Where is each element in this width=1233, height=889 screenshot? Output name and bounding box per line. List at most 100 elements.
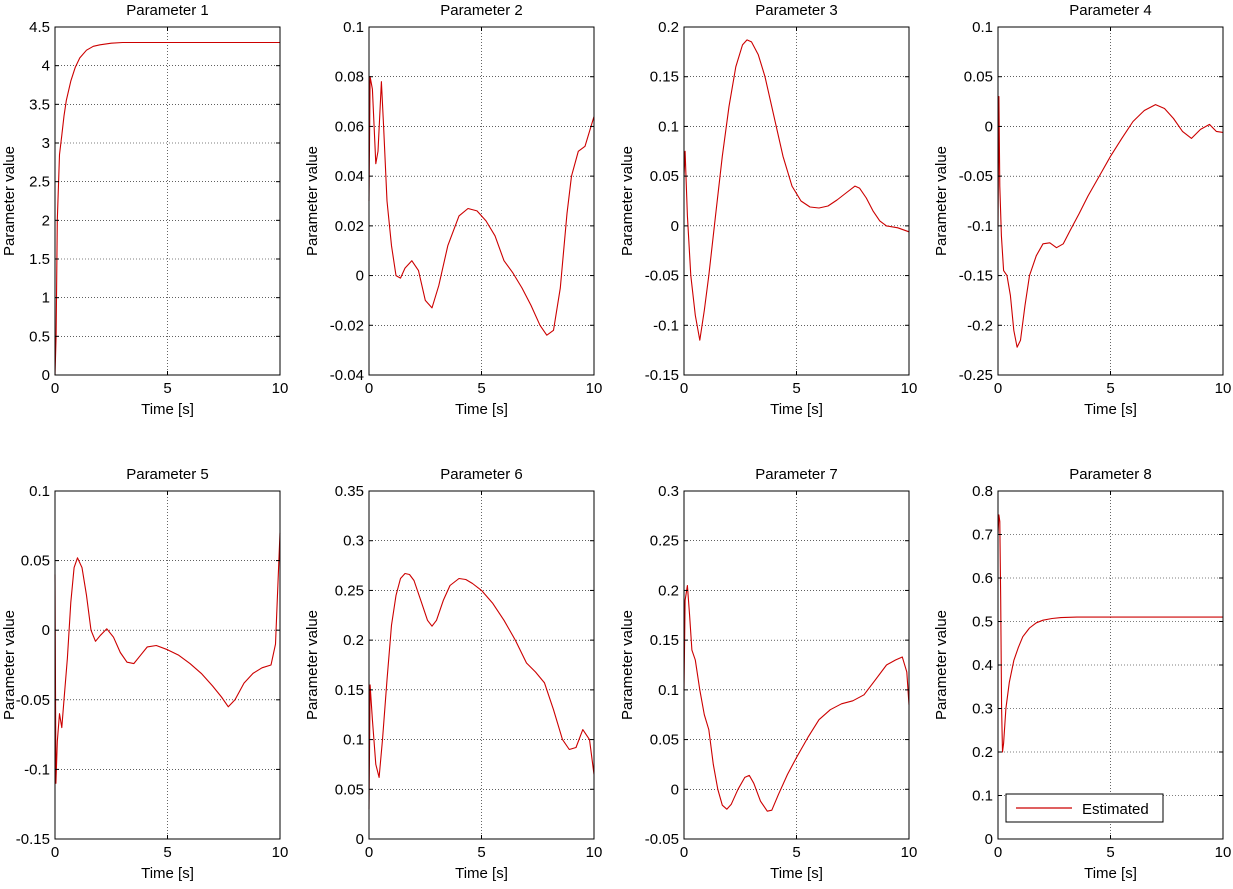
chart-title: Parameter 7	[755, 466, 838, 483]
y-tick-label: -0.1	[24, 761, 50, 778]
chart-panel-2: 0 5 10 -0.04 -0.02 0 0.02 0.04 0.06 0.08 0.1 Parame…	[304, 2, 602, 418]
y-tick-label: 0.04	[335, 168, 364, 185]
chart-title: Parameter 8	[1069, 466, 1152, 483]
x-tick-label: 0	[51, 380, 59, 397]
y-tick-label: -0.02	[330, 317, 364, 334]
series-line-estimated	[368, 572, 595, 810]
x-tick-label: 0	[51, 844, 59, 861]
y-tick-label: -0.05	[959, 168, 993, 185]
y-tick-label: 1	[42, 290, 50, 307]
chart-title: Parameter 4	[1069, 2, 1152, 19]
chart-title: Parameter 6	[440, 466, 523, 483]
y-tick-label: 0.05	[335, 781, 364, 798]
y-tick-label: 0	[42, 622, 50, 639]
y-tick-label: 0	[985, 118, 993, 135]
y-tick-label: 0.1	[972, 19, 993, 36]
x-axis-label: Time [s]	[141, 865, 194, 882]
y-tick-label: 4	[42, 58, 50, 75]
y-tick-label: 0.2	[658, 19, 679, 36]
y-axis-label: Parameter value	[619, 610, 636, 720]
y-tick-label: 0.2	[972, 744, 993, 761]
series-line-estimated	[997, 96, 1224, 348]
series-line-estimated	[683, 584, 910, 812]
x-tick-label: 10	[586, 380, 603, 397]
y-tick-label: -0.05	[16, 692, 50, 709]
x-tick-label: 0	[994, 380, 1002, 397]
y-tick-label: 0.05	[21, 553, 50, 570]
y-tick-label: 0.1	[29, 483, 50, 500]
y-axis-label: Parameter value	[304, 610, 321, 720]
y-tick-label: 0	[356, 268, 364, 285]
x-tick-label: 5	[163, 844, 171, 861]
y-axis-label: Parameter value	[619, 146, 636, 256]
y-tick-label: 0.5	[29, 328, 50, 345]
x-tick-label: 10	[1215, 844, 1232, 861]
chart-panel-5: 0 5 10 -0.15 -0.1 -0.05 0 0.05 0.1 Parameter 5 Tim…	[1, 466, 288, 882]
x-tick-label: 10	[901, 380, 918, 397]
x-axis-label: Time [s]	[1084, 401, 1137, 418]
y-tick-label: 0.1	[658, 682, 679, 699]
chart-title: Parameter 2	[440, 2, 523, 19]
chart-panel-1: 0 5 10 0 0.5 1 1.5 2 2.5 3 3.5 4 4.5 Parameter 1 Time …	[1, 2, 288, 418]
x-axis-label: Time [s]	[770, 865, 823, 882]
series-line-estimated	[683, 39, 910, 341]
y-tick-label: 0.25	[650, 533, 679, 550]
x-tick-label: 5	[477, 380, 485, 397]
y-tick-label: -0.05	[645, 831, 679, 848]
y-axis-label: Parameter value	[1, 610, 18, 720]
y-tick-label: 0.1	[343, 732, 364, 749]
y-tick-label: 0.35	[335, 483, 364, 500]
x-tick-label: 0	[680, 380, 688, 397]
y-tick-label: -0.15	[16, 831, 50, 848]
y-tick-label: 2	[42, 212, 50, 229]
series-line-estimated	[54, 532, 281, 784]
chart-panel-8: 0 5 10 0 0.1 0.2 0.3 0.4 0.5 0.6 0.7 0.8 Parameter 8…	[933, 466, 1231, 882]
y-tick-label: -0.05	[645, 268, 679, 285]
chart-title: Parameter 3	[755, 2, 838, 19]
chart-panel-4: 0 5 10 -0.25 -0.2 -0.15 -0.1 -0.05 0 0.05 0.1 Param…	[933, 2, 1231, 418]
x-tick-label: 10	[901, 844, 918, 861]
x-tick-label: 5	[1106, 844, 1114, 861]
x-tick-label: 10	[586, 844, 603, 861]
x-tick-label: 5	[477, 844, 485, 861]
y-tick-label: 0.3	[343, 533, 364, 550]
y-tick-label: 1.5	[29, 251, 50, 268]
y-axis-label: Parameter value	[933, 146, 950, 256]
y-tick-label: -0.1	[653, 317, 679, 334]
y-tick-label: 0.25	[335, 582, 364, 599]
y-tick-label: 0.05	[964, 69, 993, 86]
x-tick-label: 0	[365, 380, 373, 397]
y-tick-label: -0.2	[967, 317, 993, 334]
y-tick-label: 4.5	[29, 19, 50, 36]
x-tick-label: 5	[792, 844, 800, 861]
y-tick-label: 3	[42, 135, 50, 152]
y-tick-label: 0.05	[650, 732, 679, 749]
y-tick-label: 0	[985, 831, 993, 848]
y-tick-label: 0.7	[972, 527, 993, 544]
y-tick-label: -0.04	[330, 367, 364, 384]
y-tick-label: -0.15	[959, 268, 993, 285]
x-axis-label: Time [s]	[770, 401, 823, 418]
legend-label-estimated: Estimated	[1082, 801, 1149, 818]
x-tick-label: 10	[272, 380, 289, 397]
x-axis-label: Time [s]	[141, 401, 194, 418]
series-line-estimated	[997, 514, 1223, 753]
x-tick-label: 0	[365, 844, 373, 861]
series-line-estimated	[54, 41, 280, 376]
y-tick-label: 0.2	[658, 582, 679, 599]
chart-panel-7: 0 5 10-0.0500.050.10.150.20.250.3Parameter…	[619, 466, 917, 882]
y-tick-label: 0.3	[658, 483, 679, 500]
y-tick-label: 0	[671, 781, 679, 798]
y-tick-label: 0.5	[972, 614, 993, 631]
y-axis-label: Parameter value	[304, 146, 321, 256]
x-tick-label: 10	[272, 844, 289, 861]
x-tick-label: 5	[1106, 380, 1114, 397]
y-axis-label: Parameter value	[1, 146, 18, 256]
x-axis-label: Time [s]	[455, 401, 508, 418]
y-tick-label: 0.8	[972, 483, 993, 500]
x-tick-label: 0	[680, 844, 688, 861]
x-tick-label: 5	[163, 380, 171, 397]
y-tick-label: 0.4	[972, 657, 993, 674]
y-tick-label: 0.1	[658, 118, 679, 135]
y-tick-label: 0.15	[650, 632, 679, 649]
